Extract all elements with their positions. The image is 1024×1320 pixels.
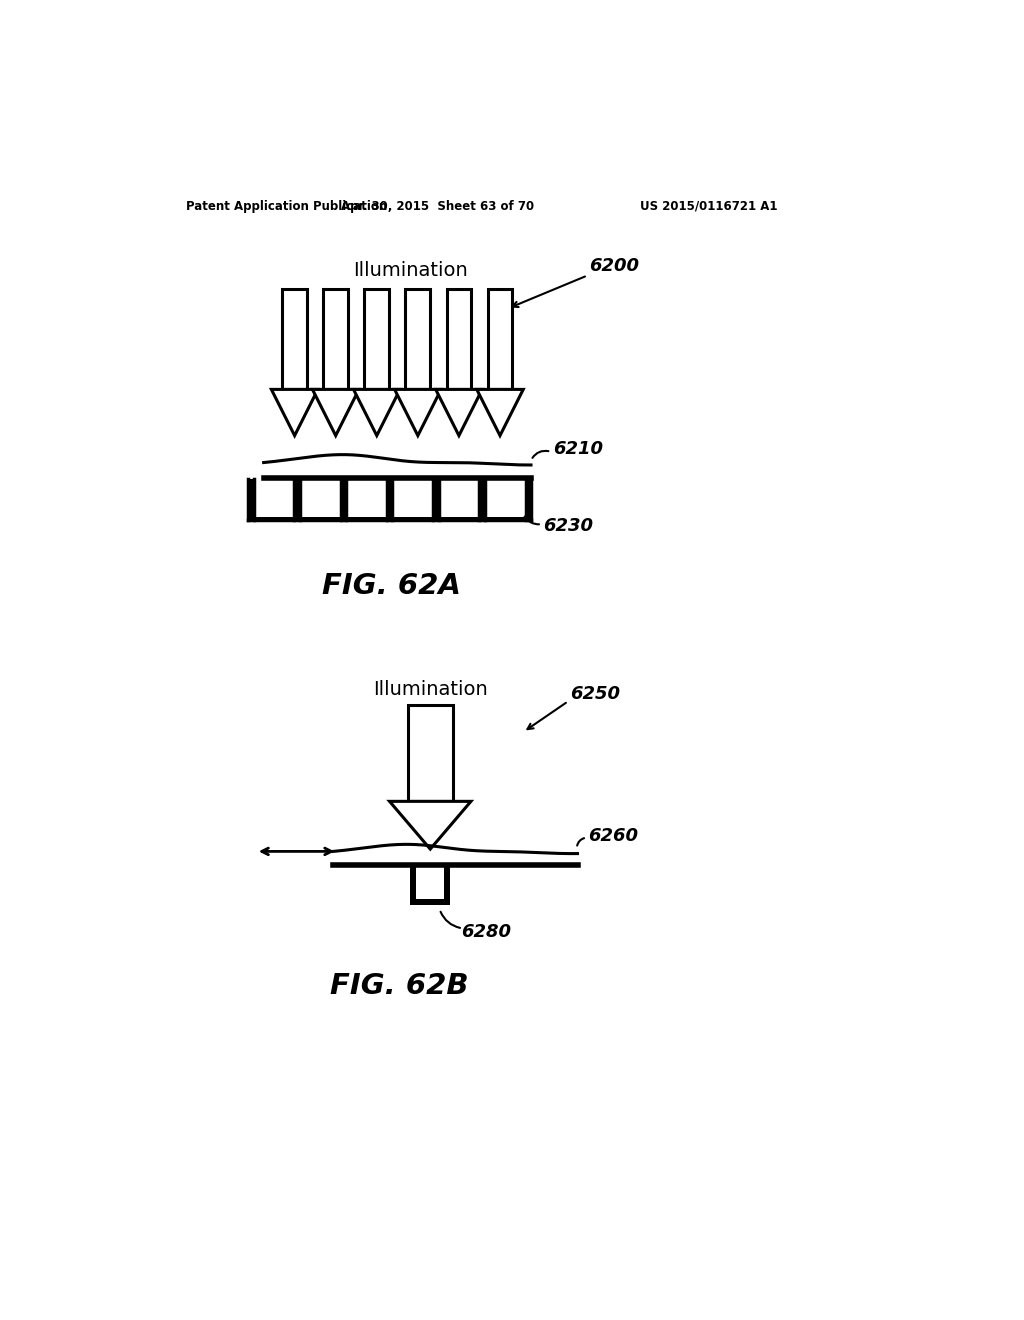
Bar — [444, 867, 451, 904]
Text: 6280: 6280 — [461, 923, 511, 941]
Bar — [387, 479, 392, 520]
Text: 6250: 6250 — [569, 685, 620, 702]
Bar — [248, 517, 531, 521]
Bar — [324, 289, 348, 389]
Text: Illumination: Illumination — [373, 680, 487, 700]
Bar — [410, 867, 417, 904]
Text: Apr. 30, 2015  Sheet 63 of 70: Apr. 30, 2015 Sheet 63 of 70 — [341, 199, 535, 213]
Polygon shape — [353, 389, 400, 436]
Text: 6230: 6230 — [544, 517, 593, 536]
Bar — [365, 289, 389, 389]
Bar — [294, 479, 300, 520]
Text: Patent Application Publication: Patent Application Publication — [186, 199, 387, 213]
Text: FIG. 62B: FIG. 62B — [330, 972, 469, 1001]
Text: Illumination: Illumination — [353, 260, 468, 280]
Bar — [433, 479, 438, 520]
Polygon shape — [271, 389, 317, 436]
Text: 6210: 6210 — [553, 441, 603, 458]
Polygon shape — [435, 389, 482, 436]
Bar — [410, 899, 451, 906]
Bar — [341, 479, 346, 520]
Bar — [283, 289, 307, 389]
Bar — [479, 479, 484, 520]
Bar — [487, 289, 512, 389]
Text: US 2015/0116721 A1: US 2015/0116721 A1 — [640, 199, 777, 213]
Text: 6200: 6200 — [589, 257, 639, 275]
Polygon shape — [312, 389, 359, 436]
Bar — [406, 289, 430, 389]
Bar — [248, 479, 254, 520]
Text: 6260: 6260 — [589, 828, 638, 845]
Bar — [525, 479, 531, 520]
Bar — [408, 705, 453, 801]
Text: FIG. 62A: FIG. 62A — [323, 572, 461, 599]
Polygon shape — [394, 389, 441, 436]
Polygon shape — [389, 801, 471, 849]
Bar — [446, 289, 471, 389]
Polygon shape — [477, 389, 523, 436]
